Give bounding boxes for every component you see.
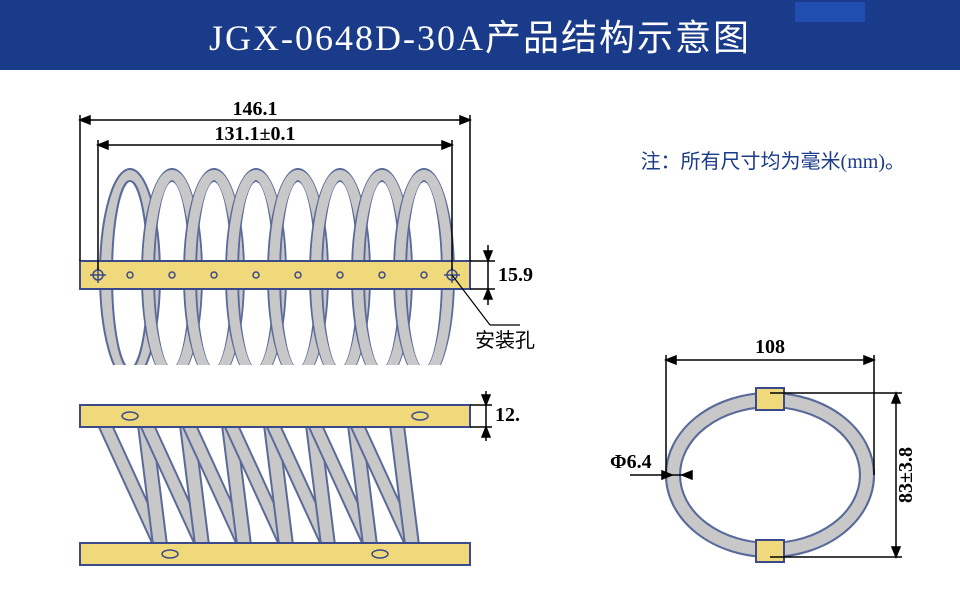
page-title: JGX-0648D-30A产品结构示意图 xyxy=(209,9,751,61)
dim-outer-width-label: 146.1 xyxy=(233,98,278,120)
dim-side-bar-height xyxy=(470,391,492,441)
header-bar: JGX-0648D-30A产品结构示意图 xyxy=(0,0,960,70)
ring-bot-bar xyxy=(756,540,784,562)
end-view: 108 83±3.8 Φ6.4 xyxy=(600,320,940,600)
side-view: 12.7 xyxy=(20,385,520,595)
dim-bar-height-label: 15.9 xyxy=(498,264,533,286)
mount-hole-label: 安装孔 xyxy=(475,329,535,352)
dim-ring-width xyxy=(666,355,874,475)
mounting-bar xyxy=(80,261,470,289)
dim-side-bar-label: 12.7 xyxy=(495,404,520,426)
header-patch xyxy=(795,2,865,22)
top-view: 146.1 131.1±0.1 15.9 安装孔 xyxy=(20,75,540,365)
dim-bar-height xyxy=(470,245,495,305)
ring-top-bar xyxy=(756,388,784,410)
diagram-area: 注：所有尺寸均为毫米(mm)。 xyxy=(0,70,960,600)
bottom-bar xyxy=(80,543,470,565)
unit-note: 注：所有尺寸均为毫米(mm)。 xyxy=(641,145,905,174)
dim-ring-width-label: 108 xyxy=(755,336,785,358)
dim-ring-height-label: 83±3.8 xyxy=(895,447,917,503)
dim-wire-dia-label: Φ6.4 xyxy=(610,451,652,473)
dim-inner-width-label: 131.1±0.1 xyxy=(215,123,296,145)
side-coils xyxy=(98,425,419,545)
